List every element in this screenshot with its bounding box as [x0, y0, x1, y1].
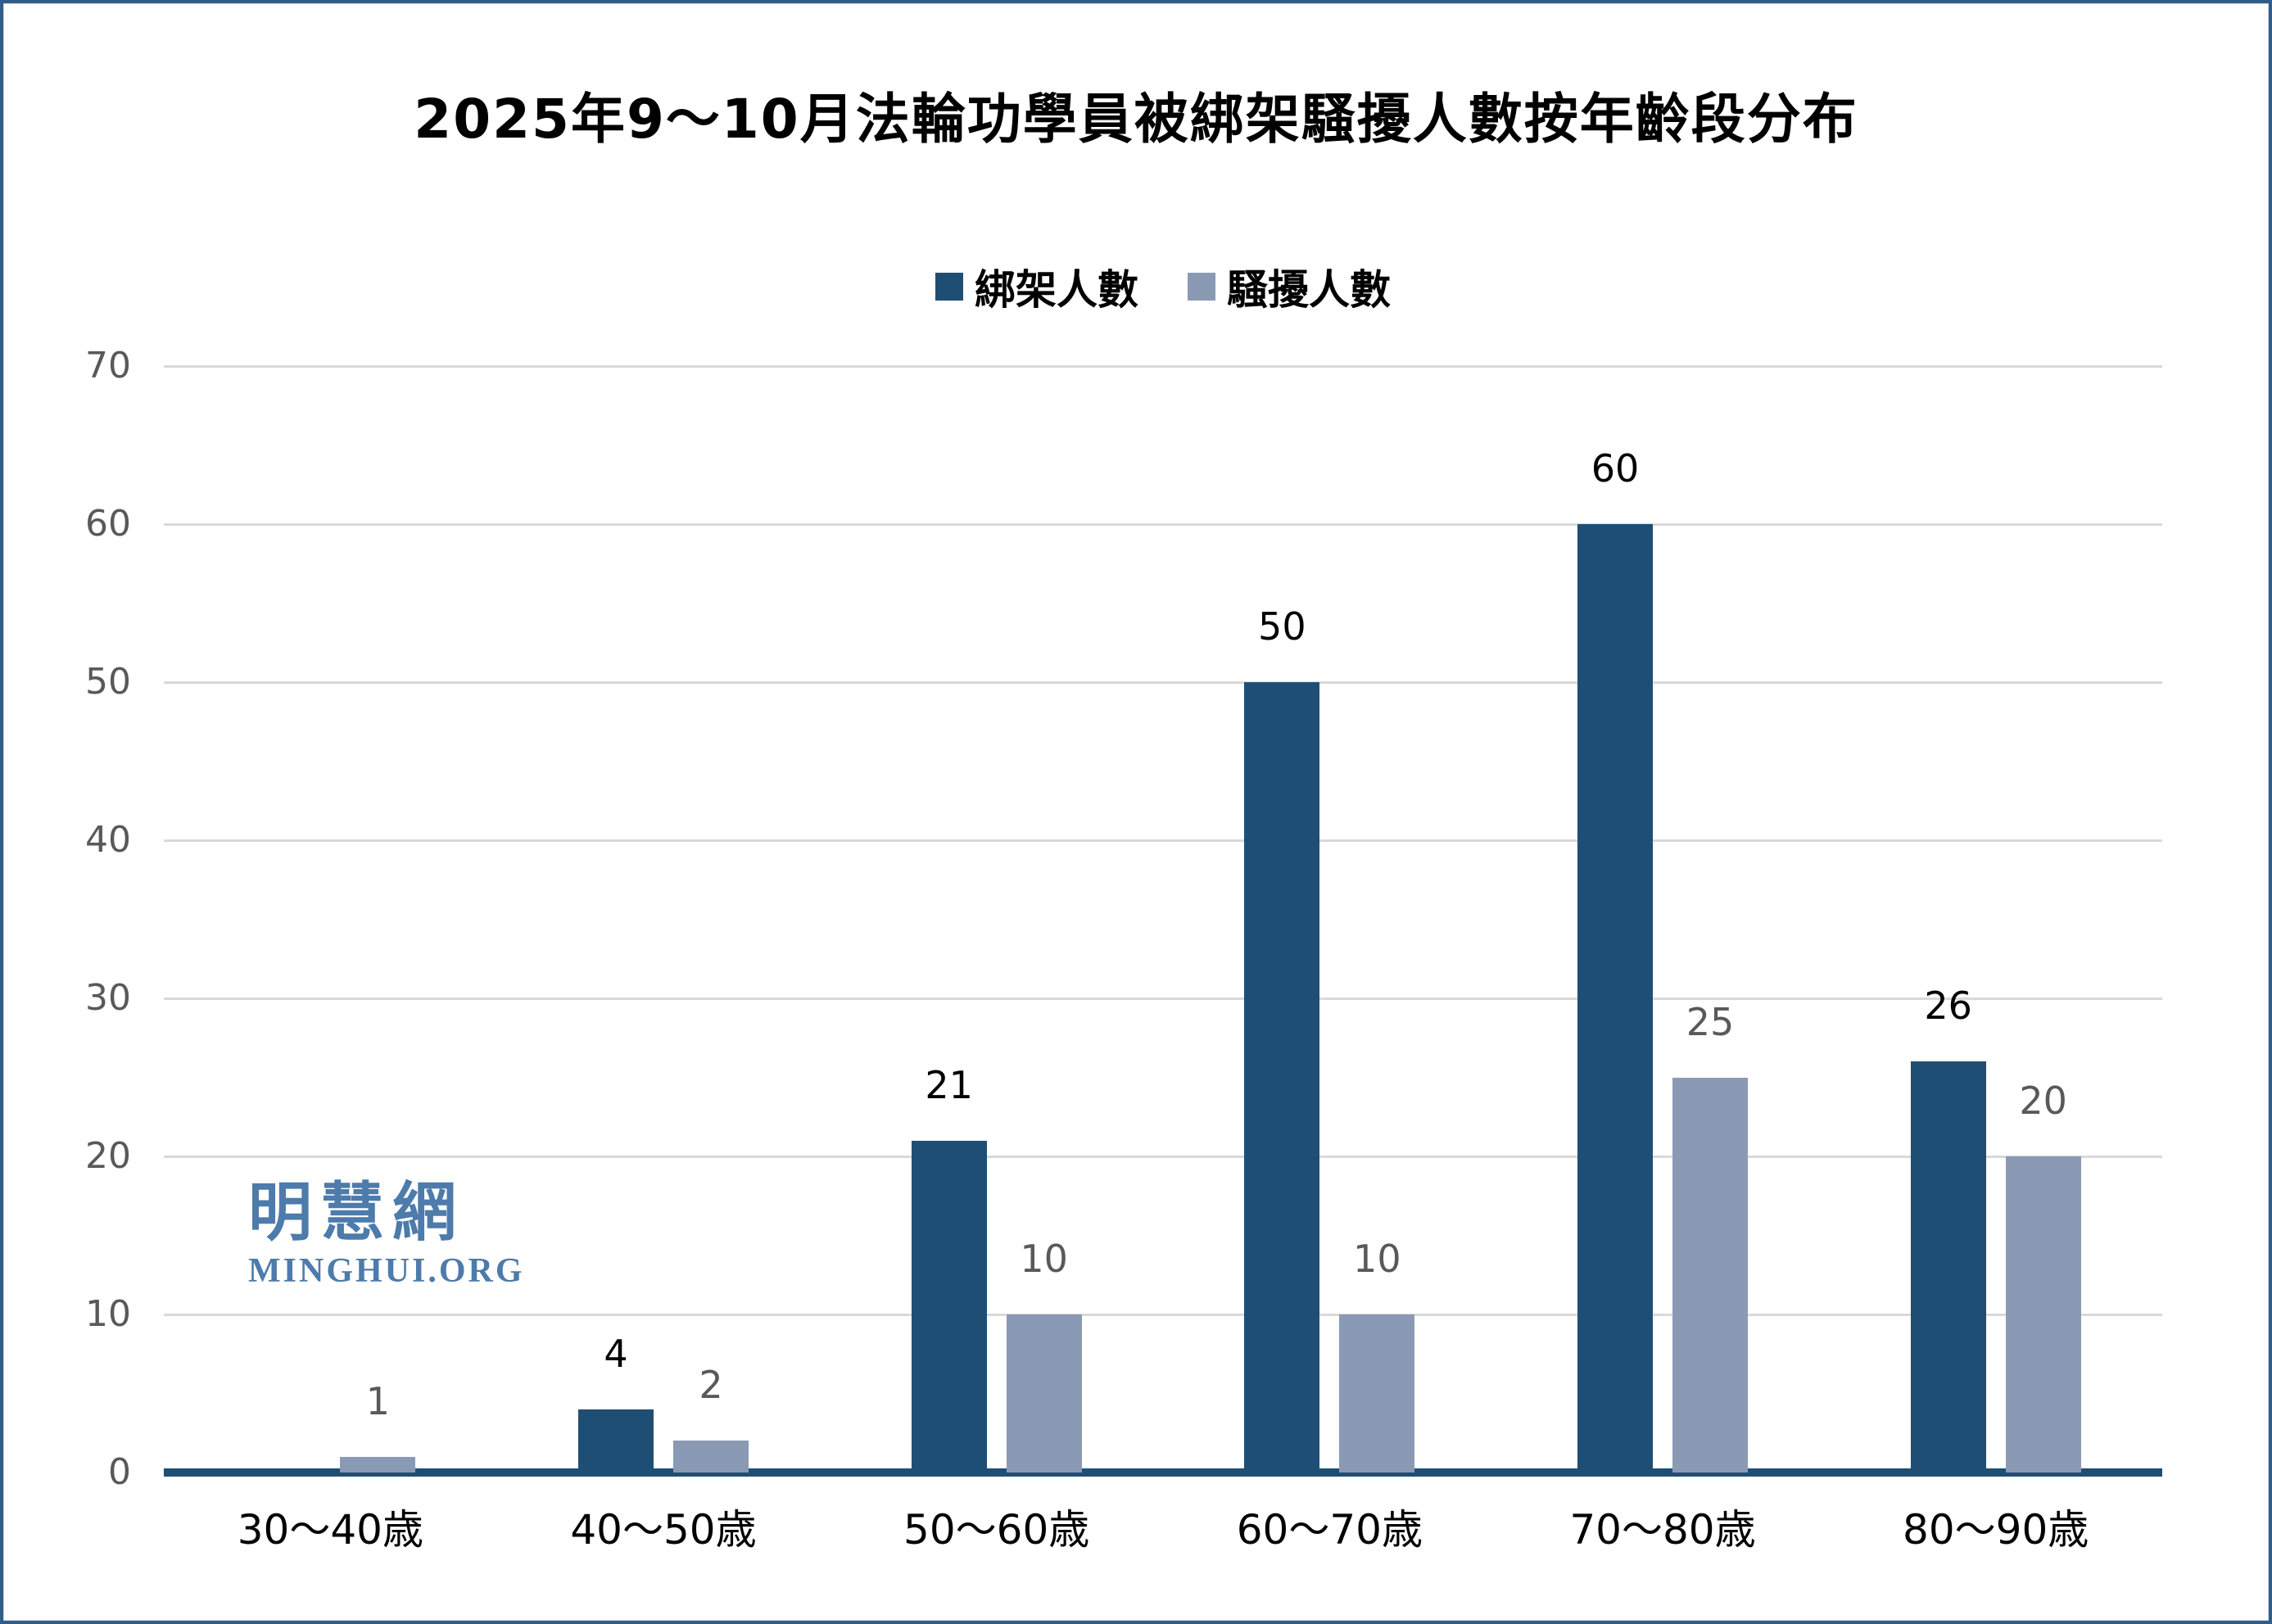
y-tick-label: 10 — [85, 1293, 131, 1335]
bar-kidnapped — [578, 1409, 654, 1472]
bar-value-label: 21 — [925, 1062, 973, 1107]
gridline — [164, 1313, 2162, 1316]
y-tick-label: 20 — [85, 1135, 131, 1177]
bar-harassed — [1339, 1314, 1415, 1472]
x-category-label: 50～60歳 — [903, 1506, 1090, 1554]
bar-kidnapped — [911, 1140, 987, 1472]
bar-harassed — [1672, 1077, 1748, 1472]
gridline — [164, 364, 2162, 368]
gridline — [164, 1155, 2162, 1158]
bar-value-label: 10 — [1020, 1237, 1068, 1281]
legend-item: 騷擾人數 — [1188, 257, 1391, 316]
bar-kidnapped — [1577, 524, 1653, 1472]
x-category-label: 30～40歳 — [237, 1506, 423, 1554]
gridline — [164, 839, 2162, 842]
bar-harassed — [340, 1456, 416, 1472]
y-tick-label: 60 — [85, 503, 131, 545]
bar-value-label: 26 — [1924, 984, 1972, 1029]
legend: 綁架人數 騷擾人數 — [164, 264, 2162, 314]
bar-value-label: 1 — [365, 1378, 390, 1423]
x-axis-line — [164, 1468, 2162, 1477]
y-tick-label: 70 — [85, 345, 131, 387]
y-tick-label: 50 — [85, 661, 131, 703]
bar-value-label: 50 — [1258, 604, 1306, 649]
bar-harassed — [1006, 1314, 1082, 1472]
x-category-label: 70～80歳 — [1569, 1506, 1756, 1554]
bar-value-label: 60 — [1591, 446, 1640, 491]
watermark: 明慧網 MINGHUI.ORG — [248, 1178, 525, 1291]
bar-value-label: 2 — [699, 1363, 723, 1408]
y-tick-label: 0 — [108, 1451, 131, 1493]
legend-label: 騷擾人數 — [1227, 266, 1391, 314]
bar-value-label: 10 — [1353, 1237, 1401, 1281]
bar-value-label: 20 — [2019, 1079, 2067, 1123]
legend-swatch — [935, 273, 963, 301]
legend-item: 綁架人數 — [935, 257, 1138, 316]
gridline — [164, 997, 2162, 1000]
watermark-latin-text: MINGHUI.ORG — [248, 1252, 525, 1290]
x-category-label: 60～70歳 — [1236, 1506, 1423, 1554]
bar-value-label: 4 — [604, 1331, 628, 1376]
watermark-cjk-text: 明慧網 — [248, 1176, 465, 1250]
x-category-label: 80～90歳 — [1903, 1506, 2089, 1554]
x-category-label: 40～50歳 — [570, 1506, 757, 1554]
bar-kidnapped — [1244, 682, 1320, 1472]
legend-label: 綁架人數 — [975, 266, 1138, 314]
legend-swatch — [1188, 273, 1215, 301]
bar-value-label: 25 — [1686, 999, 1735, 1044]
gridline — [164, 522, 2162, 526]
bar-kidnapped — [1910, 1061, 1986, 1472]
y-tick-label: 30 — [85, 977, 131, 1019]
chart-title: 2025年9～10月法輪功學員被綁架騷擾人數按年齡段分布 — [414, 88, 1858, 151]
bar-harassed — [673, 1441, 749, 1472]
y-tick-label: 40 — [85, 819, 131, 861]
gridline — [164, 681, 2162, 684]
bar-harassed — [2005, 1156, 2081, 1472]
